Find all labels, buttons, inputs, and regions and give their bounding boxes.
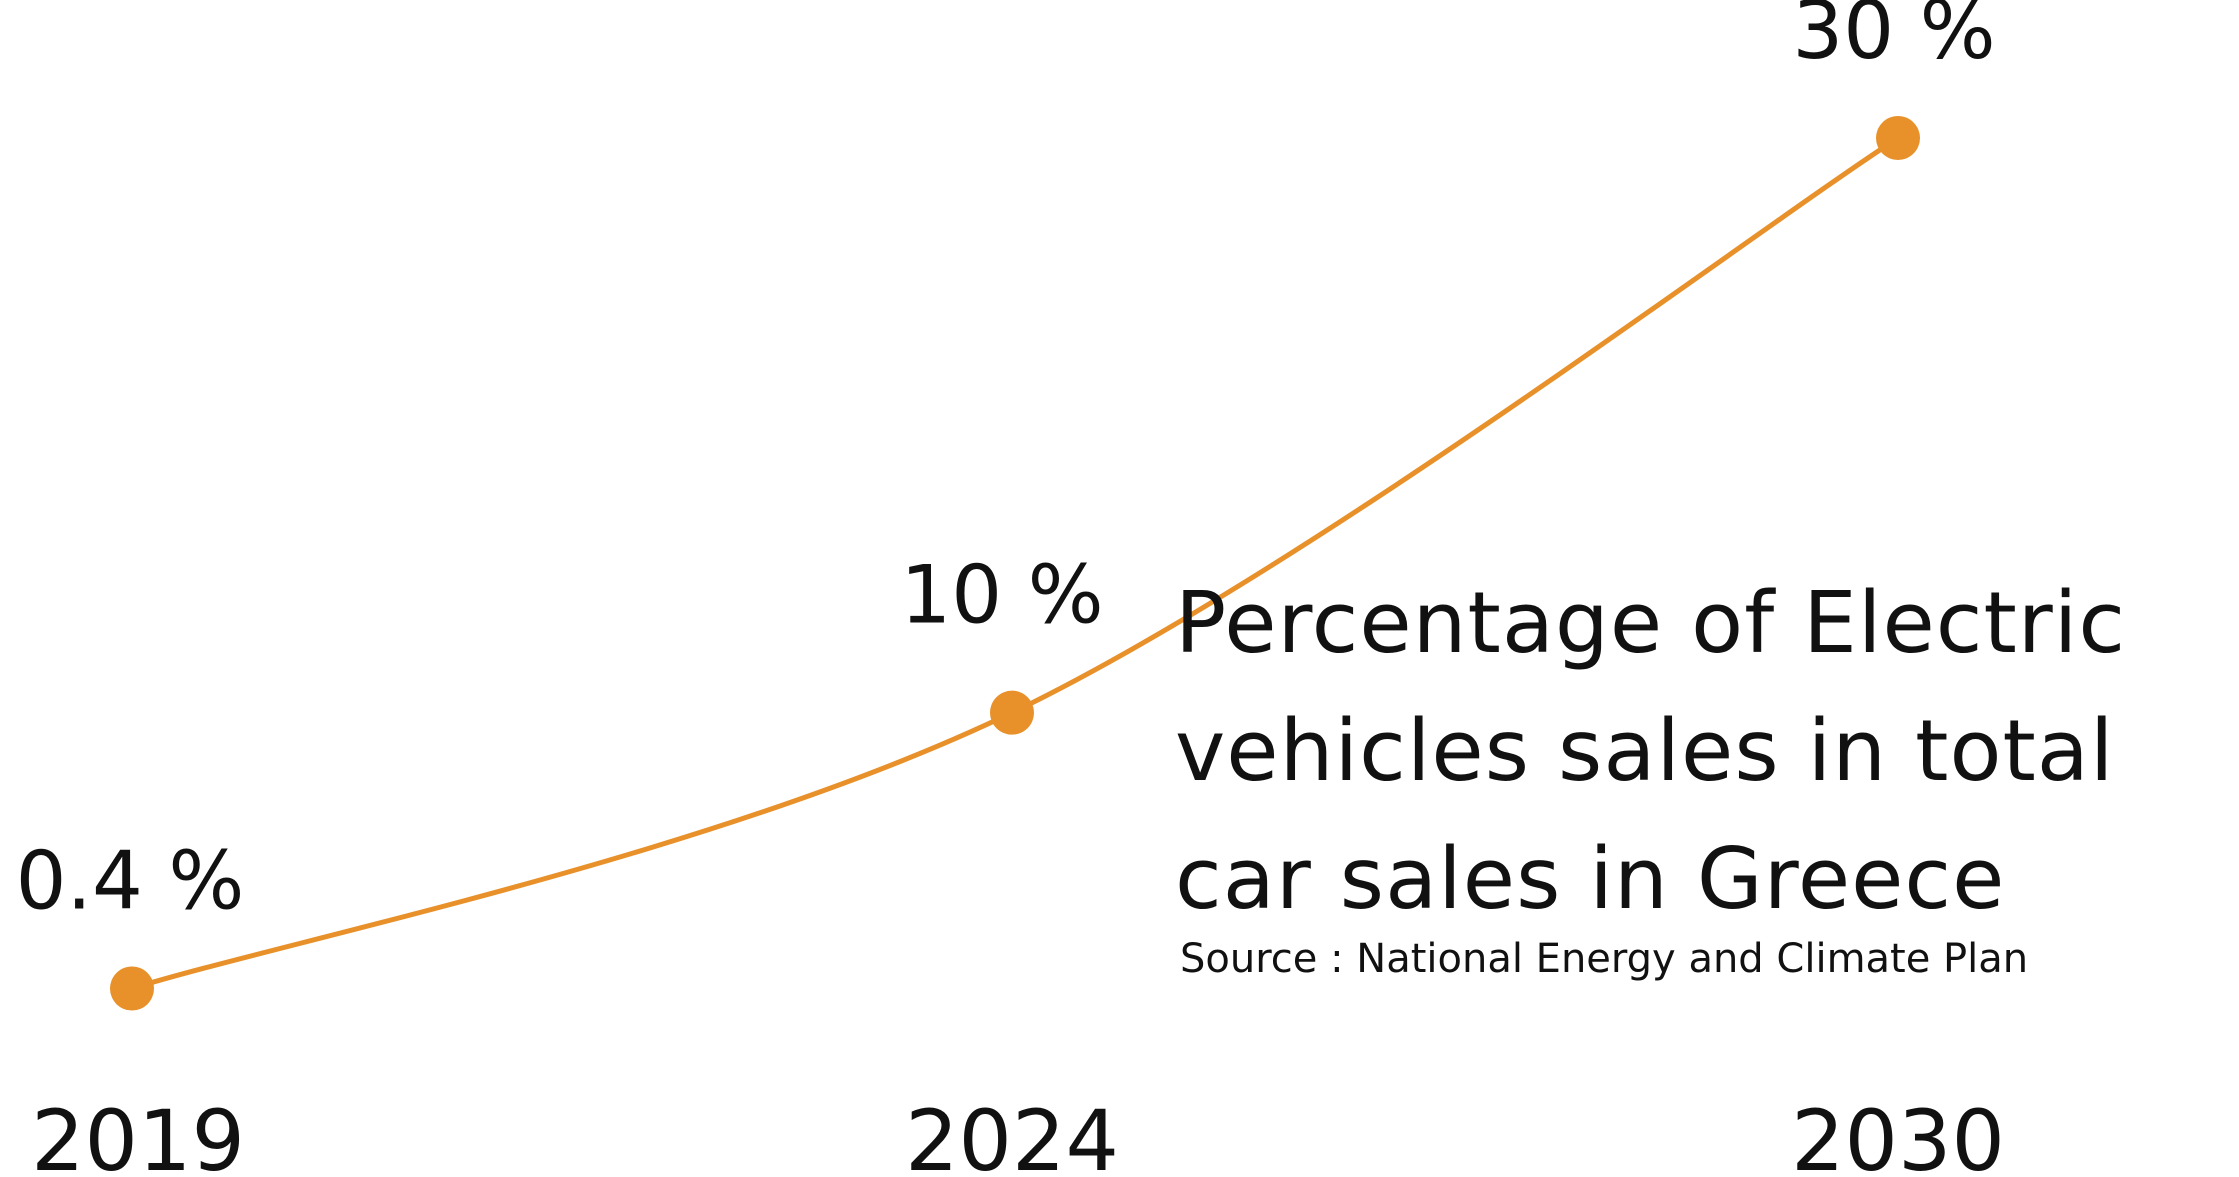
x-axis-tick-labels: 2019 2024 2030 [31,1092,2005,1177]
data-label-2024: 10 % [900,549,1103,642]
x-tick-label-2019: 2019 [31,1092,245,1177]
data-points [110,116,1920,1011]
chart-title: Percentage of Electric vehicles sales in… [1175,574,2127,929]
x-tick-label-2024: 2024 [905,1092,1119,1177]
data-point-2024 [990,690,1034,735]
data-point-2019 [110,966,154,1011]
chart-source: Source : National Energy and Climate Pla… [1180,936,2029,982]
data-label-2030: 30 % [1792,0,1995,77]
data-label-2019: 0.4 % [16,835,245,928]
x-tick-label-2030: 2030 [1791,1092,2005,1177]
data-labels: 0.4 % 10 % 30 % [16,0,1996,928]
data-point-2030 [1876,116,1920,160]
